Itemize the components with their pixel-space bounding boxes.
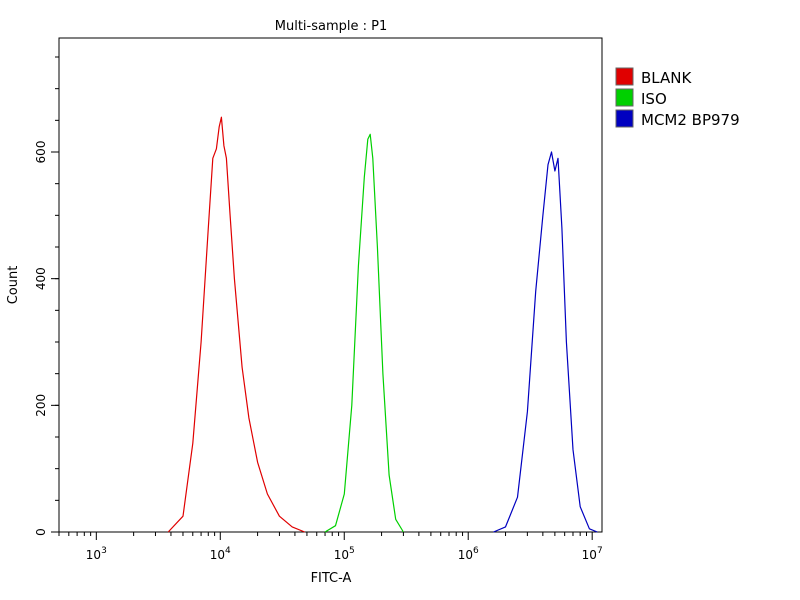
legend-label: ISO [641,90,667,108]
series-line-1 [167,116,305,533]
series-lines [167,116,598,533]
legend-label: MCM2 BP979 [641,111,740,129]
legend-swatch [615,109,634,128]
x-tick-label: 103 [86,546,107,562]
legend-swatch [615,88,634,107]
axes: 103 104 105 106 107 0 200 400 600 [34,56,603,562]
x-axis-title: FITC-A [311,571,352,586]
series-line-3 [493,151,598,533]
x-tick-label: 104 [210,546,231,562]
legend-swatch [615,67,634,86]
y-tick-label: 200 [34,394,48,417]
plot-frame [58,37,603,533]
y-axis-title: Count [6,266,21,305]
legend: BLANK ISO MCM2 BP979 [615,67,740,129]
y-tick-label: 400 [34,267,48,290]
y-tick-label: 0 [34,528,48,536]
series-line-2 [324,133,404,533]
x-tick-label: 105 [334,546,355,562]
legend-label: BLANK [641,69,692,87]
x-tick-label: 106 [458,546,479,562]
x-tick-label: 107 [582,546,603,562]
chart-title: Multi-sample : P1 [275,19,388,34]
y-tick-label: 600 [34,141,48,164]
